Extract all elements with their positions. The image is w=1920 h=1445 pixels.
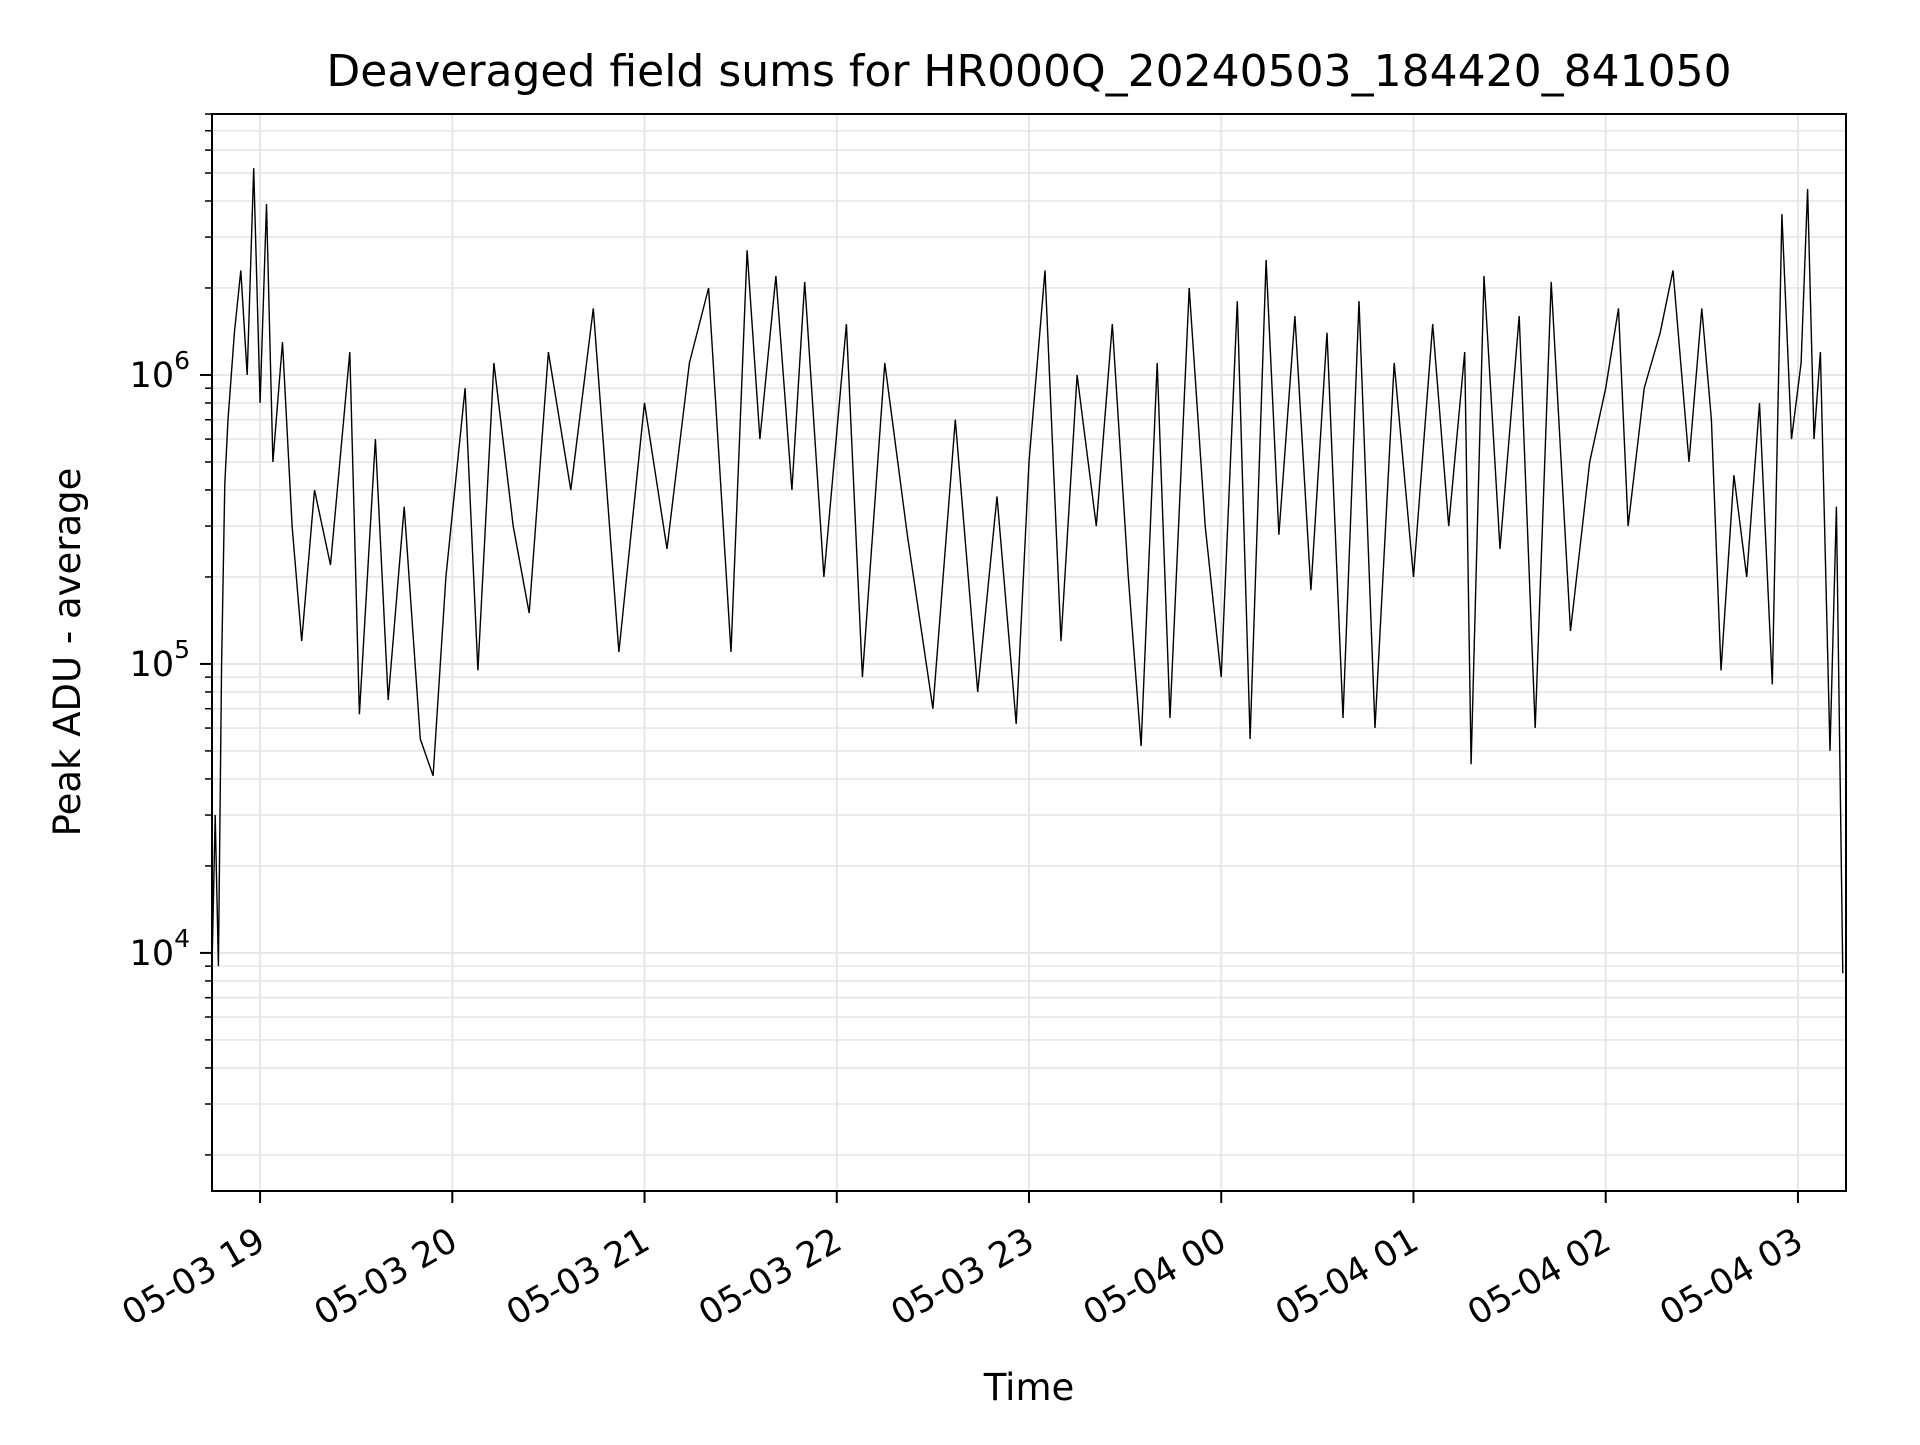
data-series-line	[211, 168, 1844, 974]
y-tick-exponent: 6	[174, 346, 190, 375]
y-tick-exponent: 4	[174, 924, 190, 953]
chart-title: Deaveraged field sums for HR000Q_2024050…	[326, 46, 1731, 97]
data-line-layer	[211, 168, 1844, 974]
y-tick-label: 106	[130, 346, 190, 396]
x-axis-label: Time	[983, 1366, 1075, 1409]
y-tick-exponent: 5	[174, 635, 190, 664]
y-tick-label: 104	[130, 924, 190, 974]
y-tick-base: 10	[130, 934, 175, 974]
y-axis-label: Peak ADU - average	[46, 468, 89, 837]
y-tick-base: 10	[130, 645, 175, 685]
y-tick-base: 10	[130, 356, 175, 396]
grid-layer	[212, 113, 1846, 1191]
y-tick-label: 105	[130, 635, 190, 685]
